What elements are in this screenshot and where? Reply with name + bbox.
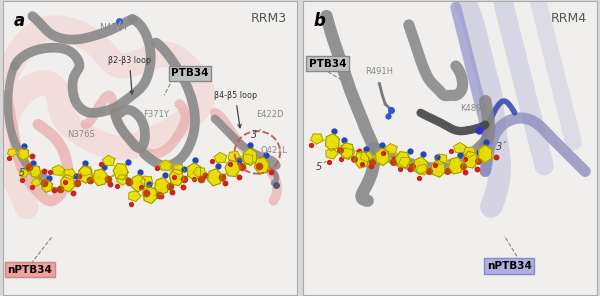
Polygon shape: [243, 148, 257, 165]
Polygon shape: [361, 151, 373, 162]
Polygon shape: [399, 157, 411, 168]
Polygon shape: [340, 142, 355, 159]
Polygon shape: [113, 163, 128, 179]
Polygon shape: [395, 152, 410, 168]
Polygon shape: [143, 186, 157, 204]
Polygon shape: [103, 155, 115, 166]
Polygon shape: [311, 134, 323, 144]
Polygon shape: [19, 147, 28, 160]
Text: β2-β3 loop: β2-β3 loop: [108, 56, 151, 94]
Polygon shape: [435, 154, 447, 165]
Text: 5´: 5´: [19, 168, 30, 178]
Polygon shape: [20, 170, 29, 177]
Text: 5´: 5´: [316, 162, 327, 172]
Polygon shape: [64, 169, 76, 179]
Polygon shape: [214, 152, 227, 163]
Polygon shape: [160, 160, 172, 170]
Polygon shape: [228, 151, 241, 162]
Text: K489Δ: K489Δ: [460, 104, 487, 113]
Text: 3´: 3´: [496, 141, 506, 152]
Text: E422D: E422D: [256, 110, 283, 119]
Text: PTB34: PTB34: [171, 68, 209, 78]
Text: Q421L: Q421L: [260, 147, 287, 155]
Text: RRM3: RRM3: [251, 12, 287, 25]
Text: F371Y: F371Y: [143, 110, 169, 119]
Polygon shape: [208, 169, 222, 186]
Polygon shape: [116, 175, 129, 185]
Polygon shape: [385, 144, 397, 154]
Polygon shape: [413, 157, 427, 174]
Polygon shape: [31, 179, 40, 186]
Polygon shape: [463, 147, 476, 157]
Polygon shape: [172, 165, 185, 175]
Polygon shape: [355, 151, 369, 168]
Polygon shape: [449, 157, 463, 174]
Polygon shape: [155, 178, 169, 195]
Polygon shape: [254, 157, 269, 174]
Polygon shape: [52, 165, 65, 175]
Polygon shape: [463, 151, 478, 168]
Polygon shape: [376, 148, 389, 165]
Polygon shape: [326, 148, 338, 159]
Polygon shape: [341, 148, 353, 159]
Polygon shape: [431, 160, 445, 177]
Text: nPTB34: nPTB34: [7, 265, 52, 275]
Polygon shape: [241, 154, 253, 165]
Polygon shape: [225, 160, 240, 176]
Polygon shape: [8, 149, 17, 157]
Polygon shape: [128, 191, 141, 202]
Text: RRM4: RRM4: [551, 12, 587, 25]
Text: N413T: N413T: [98, 23, 128, 32]
Text: b: b: [313, 12, 325, 30]
Polygon shape: [92, 169, 107, 186]
Text: a: a: [13, 12, 25, 30]
Polygon shape: [131, 174, 145, 192]
Text: PTB34: PTB34: [309, 59, 346, 69]
Polygon shape: [193, 167, 206, 178]
Text: N376S: N376S: [67, 130, 95, 139]
Text: nPTB34: nPTB34: [487, 261, 532, 271]
Text: R491H: R491H: [365, 67, 393, 76]
Polygon shape: [79, 165, 91, 176]
Polygon shape: [325, 133, 339, 151]
Polygon shape: [169, 169, 184, 186]
Polygon shape: [79, 165, 92, 183]
Text: β4-β5 loop: β4-β5 loop: [214, 91, 257, 128]
Text: 3´: 3´: [251, 130, 263, 140]
Polygon shape: [479, 145, 492, 163]
Polygon shape: [188, 163, 201, 180]
Polygon shape: [140, 176, 152, 186]
Polygon shape: [42, 180, 52, 192]
Polygon shape: [30, 165, 41, 178]
Polygon shape: [61, 175, 75, 192]
Polygon shape: [417, 164, 429, 175]
Polygon shape: [454, 142, 466, 153]
